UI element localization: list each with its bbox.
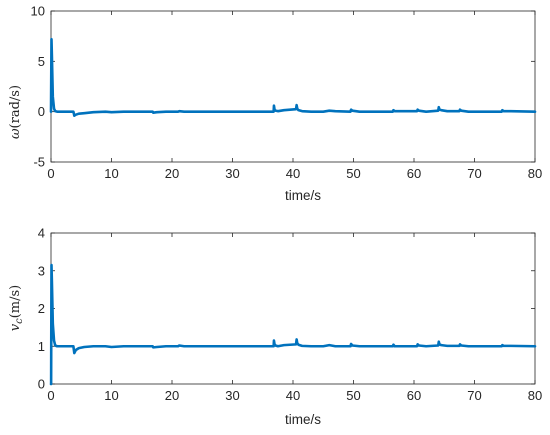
y-tick-label: 0 xyxy=(38,377,45,392)
x-tick-labels: 0 10 20 30 40 50 60 70 80 xyxy=(47,166,542,181)
y-tick-label: 10 xyxy=(31,4,45,19)
y-tick-label: 2 xyxy=(38,301,45,316)
x-tick-label: 50 xyxy=(346,166,360,181)
y-tick-label: 5 xyxy=(38,54,45,69)
series-line xyxy=(49,263,537,386)
x-tick-label: 70 xyxy=(467,388,481,403)
y-axis-label-unit: (m/s) xyxy=(8,285,23,319)
x-tick-label: 80 xyxy=(528,388,542,403)
y-axis-label: vc(m/s) xyxy=(8,285,25,332)
x-tick-label: 30 xyxy=(225,166,239,181)
x-tick-label: 20 xyxy=(165,166,179,181)
y-axis-label: ω(rad/s) xyxy=(8,85,23,139)
y-tick-label: 0 xyxy=(38,104,45,119)
x-tick-label: 30 xyxy=(225,388,239,403)
x-tick-label: 20 xyxy=(165,388,179,403)
x-tick-label: 10 xyxy=(104,166,118,181)
y-tick-labels: -5 0 5 10 xyxy=(31,4,45,170)
x-tick-label: 40 xyxy=(286,166,300,181)
y-tick-label: -5 xyxy=(33,155,45,170)
y-tick-labels: 0 1 2 3 4 xyxy=(38,226,45,392)
y-axis-label-subscript: c xyxy=(14,318,25,324)
x-axis-label: time/s xyxy=(285,188,321,203)
x-tick-label: 0 xyxy=(47,166,54,181)
plot-linear-velocity: 0 10 20 30 40 50 60 70 80 0 1 2 3 4 time/s vc(m/s) xyxy=(8,226,542,428)
series-lines xyxy=(49,263,537,386)
x-tick-label: 10 xyxy=(104,388,118,403)
x-tick-label: 50 xyxy=(346,388,360,403)
y-axis-label-variable: ω xyxy=(8,128,23,139)
y-axis-label-unit: (rad/s) xyxy=(8,85,23,128)
x-tick-label: 60 xyxy=(407,166,421,181)
x-tick-label: 0 xyxy=(47,388,54,403)
x-axis-label: time/s xyxy=(285,412,321,427)
x-tick-label: 60 xyxy=(407,388,421,403)
y-axis-label-variable: v xyxy=(8,323,23,331)
y-tick-label: 3 xyxy=(38,263,45,278)
y-tick-label: 1 xyxy=(38,339,45,354)
series-lines xyxy=(49,37,537,117)
y-tick-label: 4 xyxy=(38,226,45,241)
series-line xyxy=(49,37,537,117)
x-tick-label: 40 xyxy=(286,388,300,403)
x-tick-label: 80 xyxy=(528,166,542,181)
x-tick-labels: 0 10 20 30 40 50 60 70 80 xyxy=(47,388,542,403)
x-tick-label: 70 xyxy=(467,166,481,181)
